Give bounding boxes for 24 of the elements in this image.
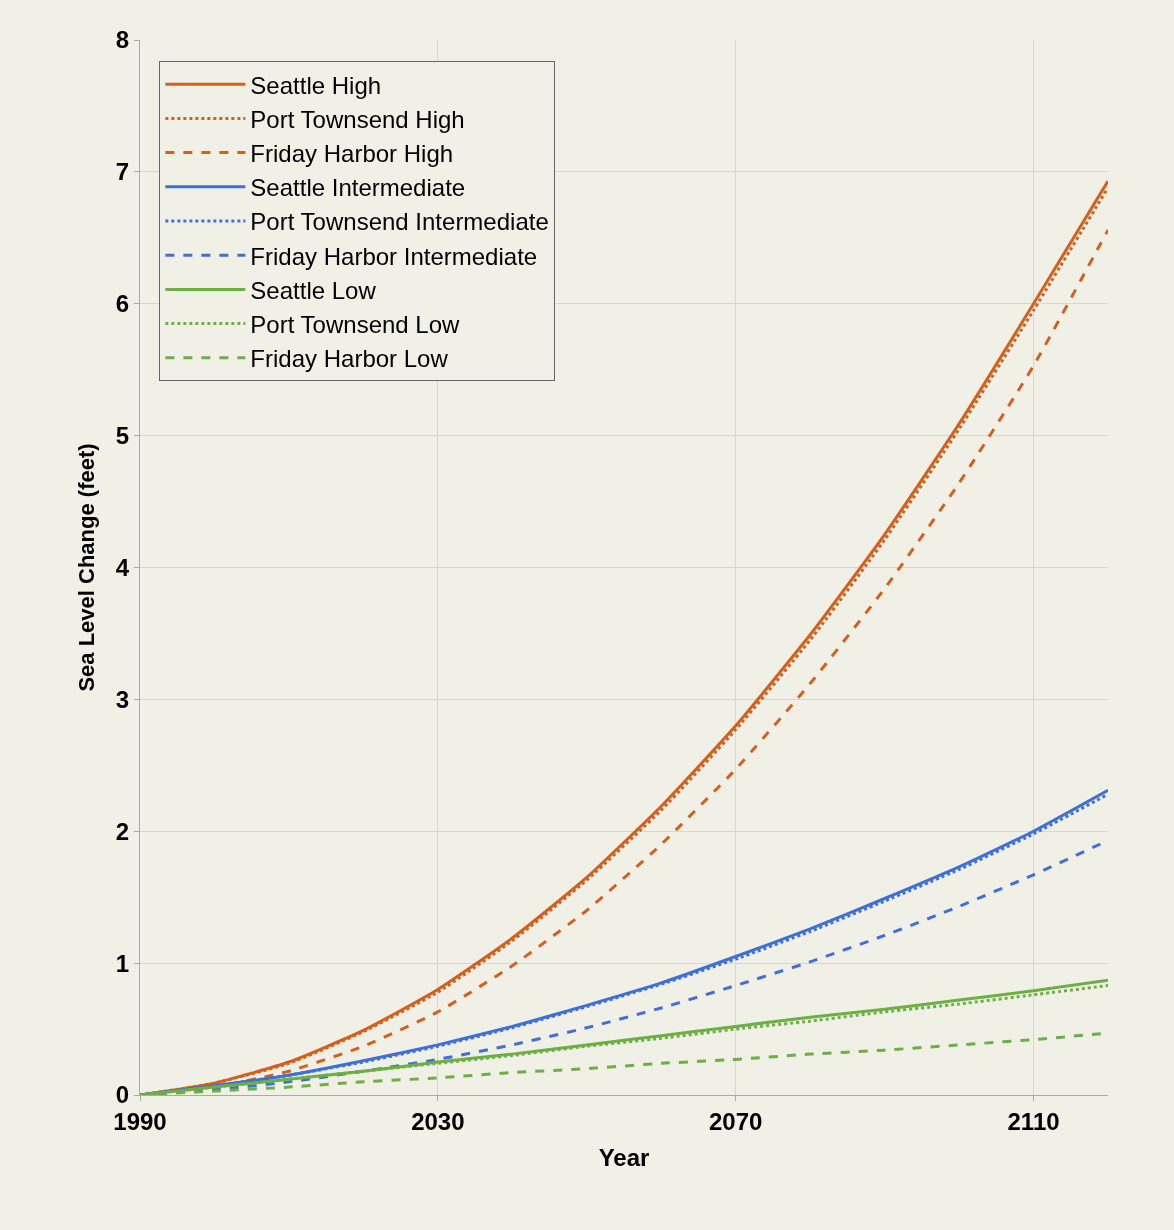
y-tick-label: 6 [115,290,130,318]
y-tick-label: 4 [115,553,130,581]
x-tick-label: 2070 [708,1107,763,1135]
legend-label: Friday Harbor High [250,139,454,167]
x-tick-label: 1990 [113,1107,167,1135]
x-tick-label: 2110 [1007,1107,1060,1135]
x-tick-label: 2030 [411,1107,465,1135]
y-tick-label: 8 [115,26,130,54]
y-tick-label: 0 [115,1081,130,1109]
legend-label: Friday Harbor Intermediate [250,242,538,270]
legend-label: Seattle Low [250,276,377,304]
y-axis-title: Sea Level Change (feet) [73,443,99,692]
y-tick-label: 5 [115,422,130,450]
legend-label: Port Townsend High [250,105,465,133]
y-tick-label: 3 [115,685,130,713]
legend-label: Friday Harbor Low [250,345,449,373]
legend-label: Seattle Intermediate [250,174,466,202]
y-tick-label: 2 [115,817,130,845]
legend-label: Port Townsend Intermediate [250,208,549,236]
y-tick-label: 7 [115,158,130,186]
y-tick-label: 1 [115,949,130,977]
legend-label: Seattle High [250,71,382,99]
x-axis-title: Year [598,1144,650,1172]
legend-label: Port Townsend Low [250,310,461,338]
